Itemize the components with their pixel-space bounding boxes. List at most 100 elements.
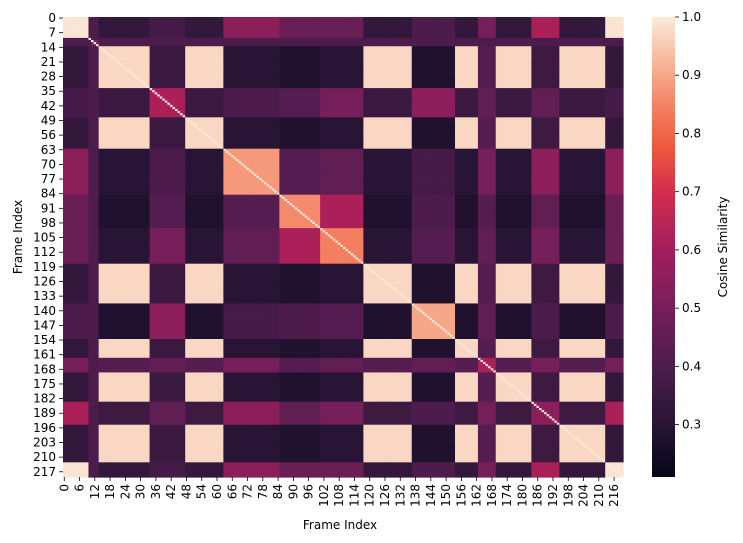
heatmap-cell	[556, 31, 560, 35]
heatmap-cell	[439, 29, 443, 33]
heatmap-cell	[615, 21, 619, 24]
heatmap-cell	[358, 21, 362, 24]
heatmap-cell	[322, 29, 326, 33]
heatmap-cell	[93, 17, 97, 20]
heatmap-cell	[505, 29, 510, 33]
heatmap-cell	[73, 33, 77, 37]
heatmap-cell	[607, 27, 611, 31]
heatmap-cell	[554, 23, 558, 26]
heatmap-cell	[539, 21, 543, 24]
heatmap-cell	[577, 31, 581, 35]
heatmap-cell	[231, 31, 235, 35]
heatmap-cell	[75, 31, 79, 35]
heatmap-cell	[452, 17, 456, 20]
heatmap-cell	[175, 21, 179, 24]
heatmap-cell	[141, 21, 146, 24]
heatmap-cell	[350, 27, 354, 31]
heatmap-cell	[223, 31, 227, 35]
heatmap-cell	[304, 27, 308, 31]
heatmap-cell	[274, 27, 278, 31]
heatmap-cell	[220, 27, 224, 31]
heatmap-cell	[195, 33, 199, 37]
heatmap-cell	[126, 27, 130, 31]
heatmap-cell	[401, 29, 405, 33]
heatmap-cell	[419, 27, 423, 31]
heatmap-cell	[274, 17, 278, 20]
heatmap-cell	[317, 17, 321, 20]
heatmap-cell	[175, 23, 179, 26]
heatmap-cell	[409, 23, 413, 26]
heatmap-cell	[320, 17, 324, 20]
heatmap-cell	[119, 17, 123, 20]
heatmap-cell	[147, 27, 151, 31]
heatmap-cell	[577, 19, 581, 22]
heatmap-cell	[376, 21, 380, 24]
heatmap-cell	[574, 31, 578, 35]
heatmap-cell	[391, 29, 395, 33]
heatmap-cell	[589, 23, 594, 26]
heatmap-cell	[134, 33, 138, 37]
heatmap-cell	[477, 25, 482, 29]
heatmap-cell	[388, 17, 392, 20]
heatmap-cell	[63, 29, 67, 33]
heatmap-cell	[467, 23, 471, 26]
heatmap-cell	[80, 25, 84, 29]
heatmap-cell	[574, 25, 578, 29]
heatmap-cell	[465, 31, 469, 35]
heatmap-cell	[511, 29, 515, 33]
heatmap-cell	[75, 29, 79, 33]
heatmap-cell	[327, 21, 331, 24]
heatmap-cell	[600, 19, 604, 22]
heatmap-cell	[203, 29, 207, 33]
heatmap-cell	[80, 19, 84, 22]
heatmap-cell	[620, 29, 624, 33]
heatmap-cell	[523, 31, 527, 35]
heatmap-cell	[197, 25, 202, 29]
heatmap-cell	[192, 33, 196, 37]
heatmap-cell	[121, 17, 125, 20]
heatmap-cell	[337, 25, 342, 29]
heatmap-cell	[131, 17, 135, 20]
heatmap-cell	[617, 23, 622, 26]
heatmap-cell	[561, 23, 566, 26]
heatmap-cell	[406, 29, 410, 33]
heatmap-cell	[564, 27, 568, 31]
heatmap-cell	[256, 31, 260, 35]
heatmap-cell	[348, 29, 352, 33]
heatmap-cell	[141, 17, 146, 20]
heatmap-cell	[483, 21, 487, 24]
heatmap-cell	[223, 21, 227, 24]
heatmap-cell	[78, 17, 82, 20]
heatmap-cell	[65, 27, 69, 31]
heatmap-cell	[371, 21, 375, 24]
heatmap-cell	[335, 27, 339, 31]
heatmap-cell	[447, 29, 451, 33]
heatmap-cell	[203, 25, 207, 29]
heatmap-cell	[523, 21, 527, 24]
heatmap-cell	[85, 25, 90, 29]
heatmap-cell	[75, 19, 79, 22]
heatmap-cell	[610, 21, 614, 24]
heatmap-cell	[371, 25, 375, 29]
heatmap-cell	[83, 23, 87, 26]
heatmap-cell	[399, 17, 403, 20]
heatmap-cell	[355, 23, 359, 26]
heatmap-cell	[253, 21, 258, 24]
heatmap-cell	[526, 25, 530, 29]
heatmap-cell	[411, 31, 415, 35]
heatmap-cell	[154, 21, 158, 24]
heatmap-cell	[182, 17, 186, 20]
heatmap-cell	[503, 21, 507, 24]
heatmap-cell	[475, 29, 479, 33]
heatmap-cell	[180, 21, 184, 24]
heatmap-cell	[103, 29, 107, 33]
heatmap-cell	[322, 23, 326, 26]
heatmap-cell	[159, 21, 163, 24]
heatmap-cell	[508, 27, 512, 31]
heatmap-cell	[96, 17, 100, 20]
heatmap-cell	[602, 19, 606, 22]
heatmap-cell	[238, 19, 242, 22]
heatmap-cell	[353, 23, 357, 26]
heatmap-cell	[210, 21, 214, 24]
heatmap-cell	[381, 29, 385, 33]
